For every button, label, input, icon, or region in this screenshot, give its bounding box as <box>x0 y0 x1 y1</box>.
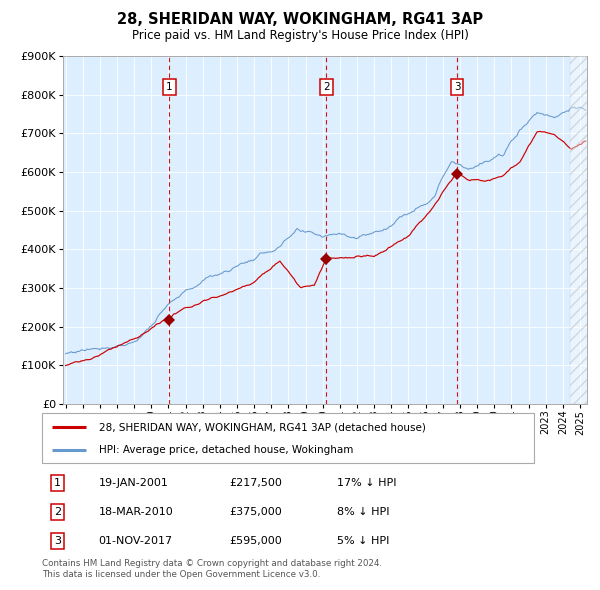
Text: £595,000: £595,000 <box>229 536 282 546</box>
Text: 3: 3 <box>454 82 460 92</box>
Text: 2: 2 <box>54 507 61 517</box>
Text: 17% ↓ HPI: 17% ↓ HPI <box>337 478 397 488</box>
Text: £375,000: £375,000 <box>229 507 282 517</box>
Text: 5% ↓ HPI: 5% ↓ HPI <box>337 536 389 546</box>
Text: 2: 2 <box>323 82 329 92</box>
Text: 8% ↓ HPI: 8% ↓ HPI <box>337 507 390 517</box>
Text: 28, SHERIDAN WAY, WOKINGHAM, RG41 3AP (detached house): 28, SHERIDAN WAY, WOKINGHAM, RG41 3AP (d… <box>98 422 425 432</box>
Text: Contains HM Land Registry data © Crown copyright and database right 2024.
This d: Contains HM Land Registry data © Crown c… <box>42 559 382 579</box>
Text: 3: 3 <box>54 536 61 546</box>
Text: 19-JAN-2001: 19-JAN-2001 <box>98 478 169 488</box>
Text: HPI: Average price, detached house, Wokingham: HPI: Average price, detached house, Woki… <box>98 445 353 455</box>
FancyBboxPatch shape <box>42 413 534 463</box>
Text: 28, SHERIDAN WAY, WOKINGHAM, RG41 3AP: 28, SHERIDAN WAY, WOKINGHAM, RG41 3AP <box>117 12 483 27</box>
Text: Price paid vs. HM Land Registry's House Price Index (HPI): Price paid vs. HM Land Registry's House … <box>131 30 469 42</box>
Text: £217,500: £217,500 <box>229 478 282 488</box>
Text: 01-NOV-2017: 01-NOV-2017 <box>98 536 173 546</box>
Bar <box>570 56 600 404</box>
Text: 18-MAR-2010: 18-MAR-2010 <box>98 507 173 517</box>
Text: 1: 1 <box>166 82 173 92</box>
Text: 1: 1 <box>54 478 61 488</box>
